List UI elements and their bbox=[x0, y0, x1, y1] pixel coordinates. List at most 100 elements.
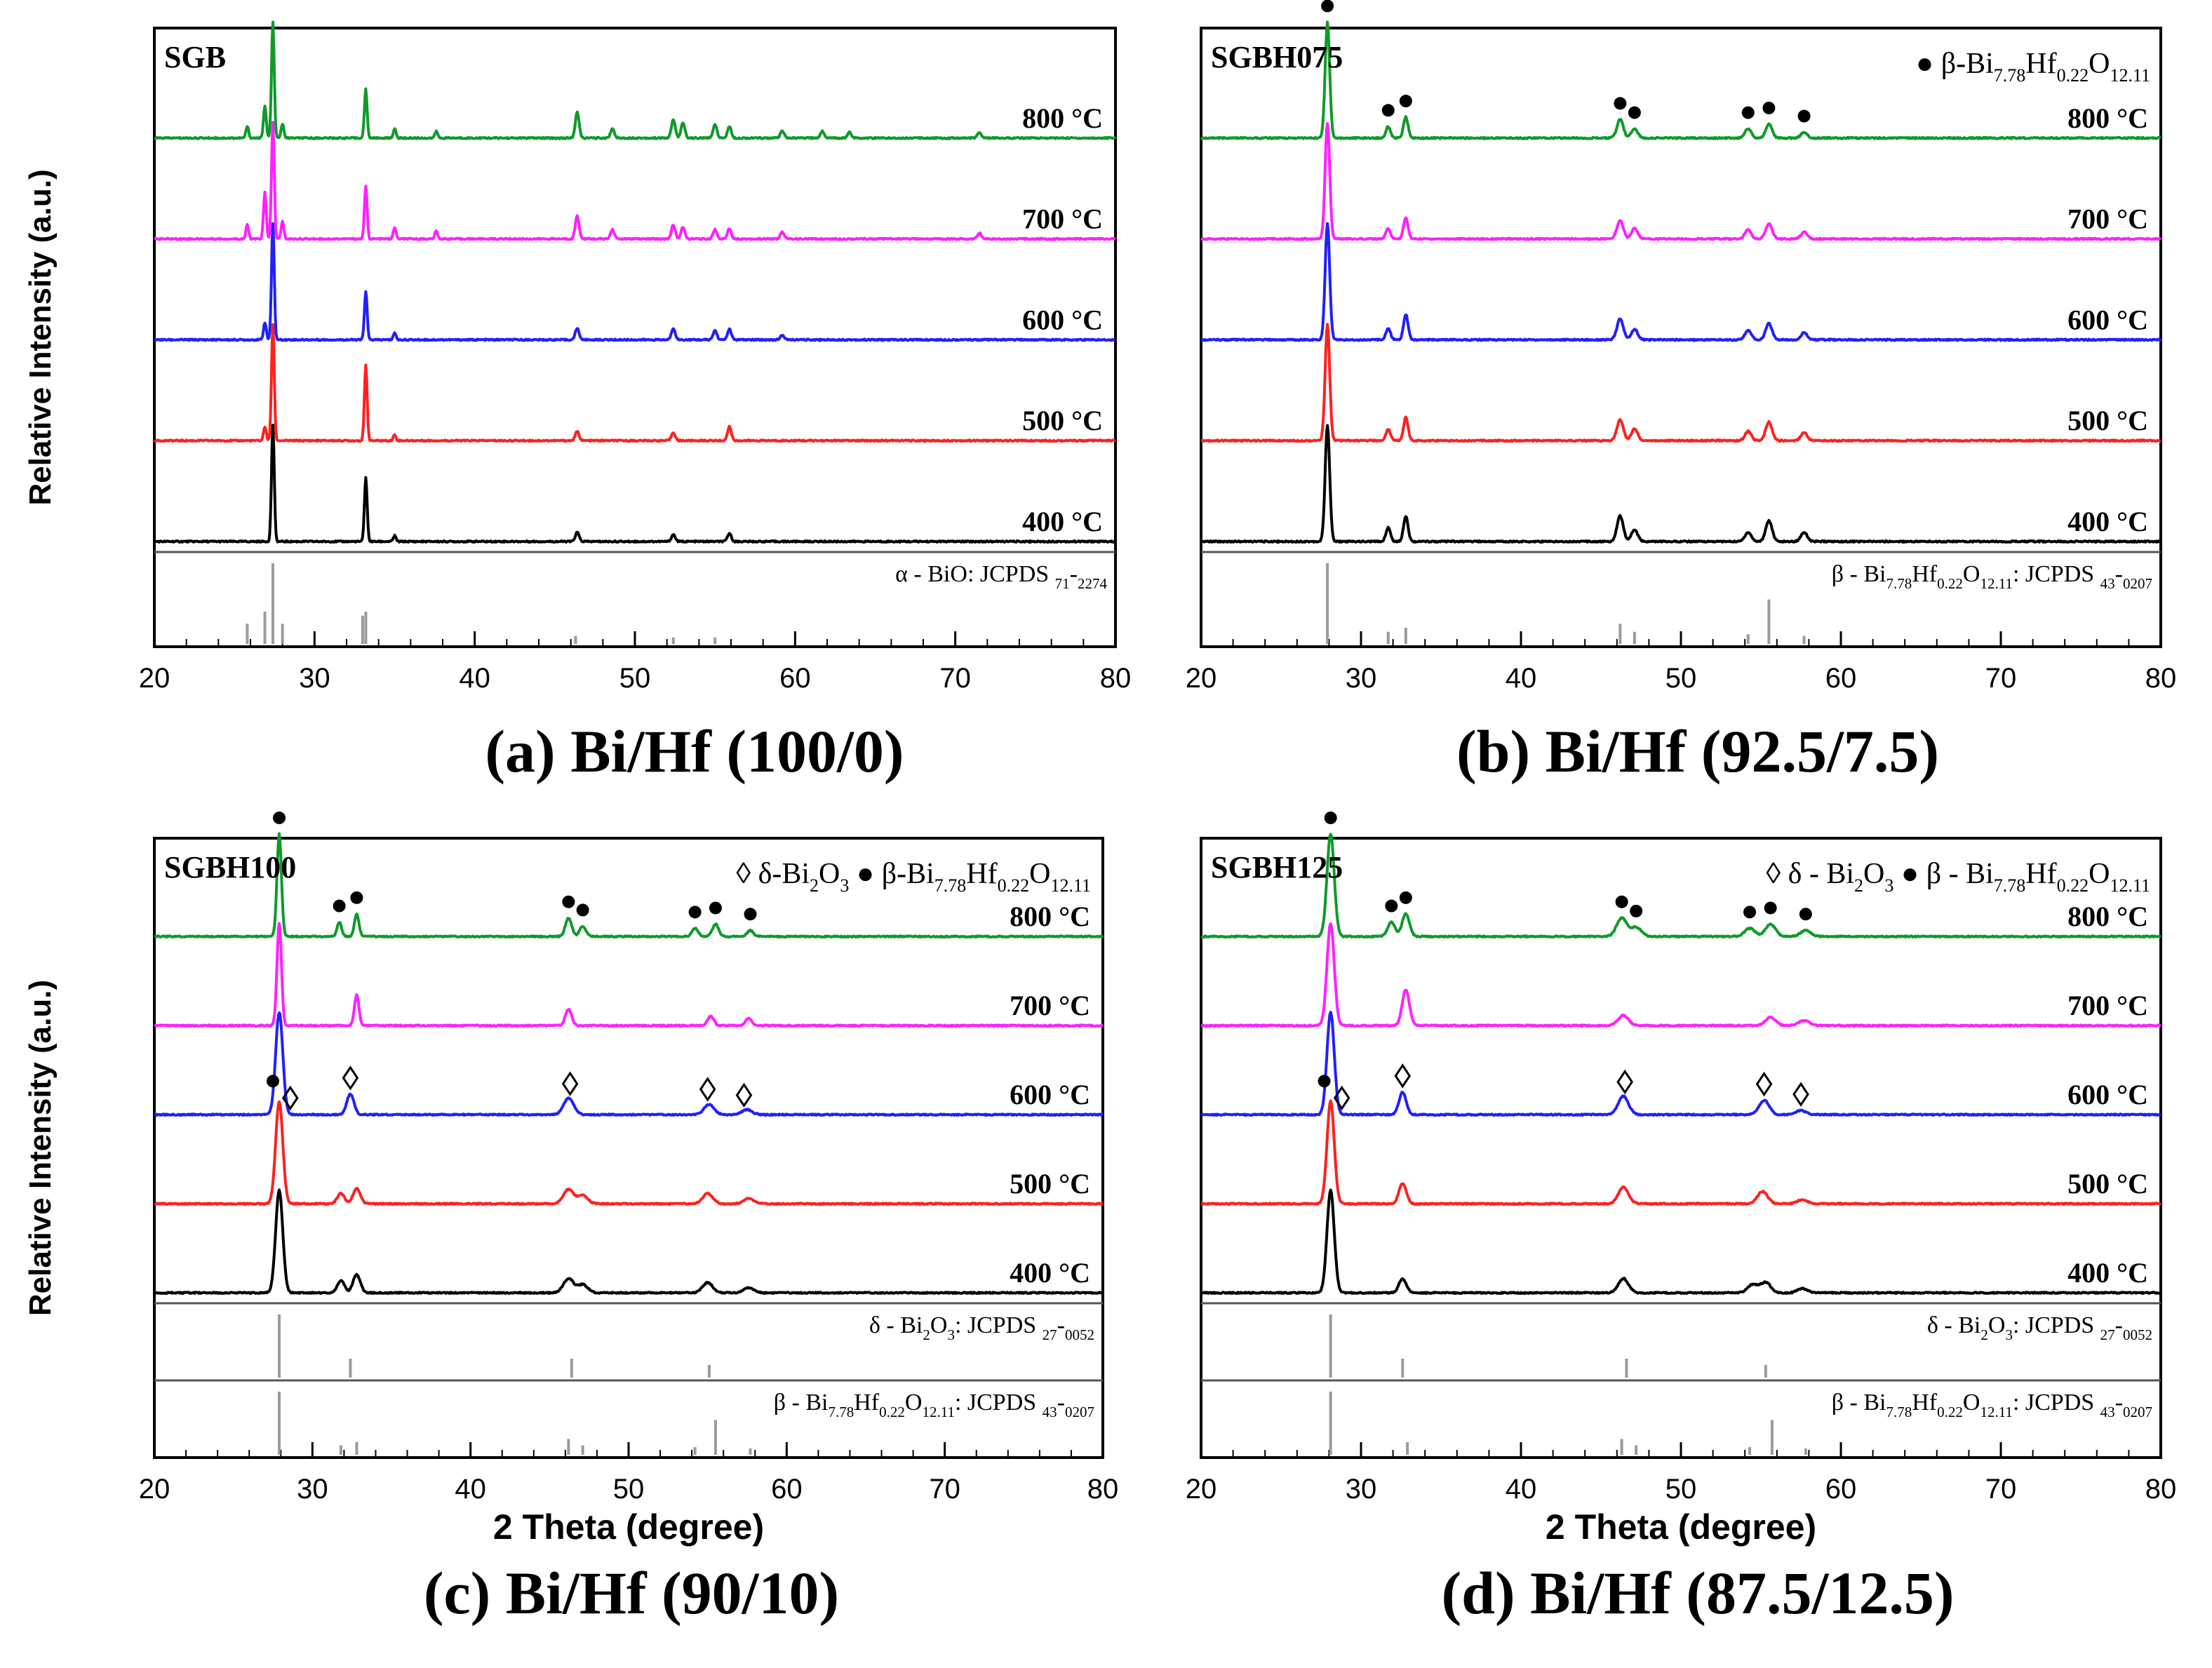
y-axis-label: Relative Intensity (a.u.) bbox=[23, 980, 58, 1316]
panel-caption: (b) Bi/Hf (92.5/7.5) bbox=[1456, 718, 1939, 785]
panel-a: 20 30 40 50 60 70 80 400 °C 500 °C 600 °C 700 °C 80… bbox=[23, 20, 1132, 785]
reference-label: β - Bi7.78Hf0.22O12.11: JCPDS 43-0207 bbox=[1832, 561, 2152, 592]
temperature-label: 600 °C bbox=[1010, 1079, 1090, 1110]
beta-phase-marker bbox=[333, 899, 346, 913]
xrd-trace-800C bbox=[154, 20, 1117, 140]
reference-label: δ - Bi2O3: JCPDS 27-0052 bbox=[869, 1312, 1094, 1343]
x-tick-label: 40 bbox=[1506, 663, 1537, 694]
x-tick-label: 60 bbox=[1825, 663, 1857, 694]
xrd-trace-500C bbox=[1200, 323, 2161, 443]
panel-caption: (c) Bi/Hf (90/10) bbox=[424, 1559, 839, 1627]
beta-phase-marker bbox=[688, 906, 702, 919]
xrd-trace-700C bbox=[154, 121, 1117, 241]
xrd-trace-400C bbox=[1200, 1188, 2161, 1295]
x-tick-label: 30 bbox=[1346, 663, 1377, 694]
sample-name: SGB bbox=[164, 40, 226, 74]
xrd-trace-700C bbox=[1200, 922, 2161, 1028]
plot-frame bbox=[1200, 27, 2162, 648]
beta-phase-marker bbox=[1399, 95, 1412, 108]
temperature-label: 400 °C bbox=[2067, 506, 2148, 537]
temperature-label: 800 °C bbox=[1022, 102, 1103, 134]
beta-phase-marker bbox=[1741, 106, 1755, 119]
x-tick-label: 50 bbox=[613, 1474, 645, 1505]
plot-frame bbox=[1200, 837, 2162, 1459]
beta-phase-marker bbox=[1615, 895, 1628, 908]
x-tick-label: 40 bbox=[455, 1474, 486, 1505]
x-tick-label: 80 bbox=[2145, 663, 2177, 694]
xrd-trace-800C bbox=[1200, 833, 2161, 939]
phase-legend: ● β-Bi7.78Hf0.22O12.11 bbox=[1916, 48, 2150, 86]
beta-phase-marker bbox=[1628, 106, 1641, 119]
temperature-label: 600 °C bbox=[1022, 304, 1103, 335]
delta-phase-marker bbox=[281, 1085, 299, 1111]
x-tick-label: 20 bbox=[1186, 1474, 1217, 1505]
xrd-trace-600C bbox=[1200, 222, 2162, 342]
beta-phase-marker bbox=[273, 811, 286, 824]
reference-label: δ - Bi2O3: JCPDS 27-0052 bbox=[1927, 1312, 2152, 1343]
delta-phase-marker bbox=[1616, 1069, 1634, 1095]
delta-phase-marker bbox=[699, 1077, 716, 1102]
beta-phase-marker bbox=[1381, 104, 1395, 117]
beta-phase-marker bbox=[576, 903, 589, 917]
x-tick-label: 50 bbox=[1665, 1474, 1697, 1505]
panel-caption: (a) Bi/Hf (100/0) bbox=[485, 718, 904, 785]
phase-legend: ◊ δ-Bi2O3 ● β-Bi7.78Hf0.22O12.11 bbox=[736, 858, 1091, 896]
beta-phase-marker bbox=[1318, 1075, 1331, 1088]
x-tick-label: 80 bbox=[2145, 1474, 2177, 1505]
y-axis-label: Relative Intensity (a.u.) bbox=[23, 169, 58, 505]
beta-phase-marker bbox=[1799, 908, 1812, 921]
temperature-label: 400 °C bbox=[2067, 1257, 2148, 1289]
x-tick-label: 60 bbox=[779, 663, 811, 694]
x-tick-label: 70 bbox=[1985, 663, 2017, 694]
x-tick-label: 70 bbox=[1985, 1474, 2017, 1505]
x-tick-label: 40 bbox=[1506, 1474, 1537, 1505]
x-tick-label: 20 bbox=[1186, 663, 1217, 694]
x-tick-label: 50 bbox=[1665, 663, 1697, 694]
beta-phase-marker bbox=[1630, 904, 1643, 917]
x-tick-label: 20 bbox=[139, 1474, 170, 1505]
xrd-trace-500C bbox=[154, 1100, 1104, 1206]
x-tick-label: 50 bbox=[619, 663, 651, 694]
beta-phase-marker bbox=[1614, 97, 1627, 110]
plot-frame bbox=[153, 837, 1104, 1459]
xrd-trace-800C bbox=[154, 832, 1104, 939]
x-tick-label: 60 bbox=[1825, 1474, 1857, 1505]
panel-b: 20 30 40 50 60 70 80 400 °C 500 °C 600 °C 700 °C 80… bbox=[1186, 0, 2177, 785]
beta-phase-marker bbox=[1762, 101, 1776, 114]
delta-phase-marker bbox=[1394, 1063, 1412, 1089]
xrd-trace-500C bbox=[1200, 1099, 2162, 1206]
x-tick-label: 60 bbox=[771, 1474, 803, 1505]
beta-phase-marker bbox=[267, 1075, 279, 1088]
delta-phase-marker bbox=[1792, 1082, 1809, 1107]
delta-phase-marker bbox=[735, 1082, 753, 1108]
temperature-label: 700 °C bbox=[1010, 990, 1090, 1021]
x-tick-label: 80 bbox=[1100, 663, 1132, 694]
temperature-label: 500 °C bbox=[1022, 405, 1103, 436]
xrd-trace-600C bbox=[154, 1011, 1104, 1117]
xrd-trace-600C bbox=[1200, 1011, 2161, 1117]
delta-phase-marker bbox=[1755, 1071, 1773, 1097]
reference-label: β - Bi7.78Hf0.22O12.11: JCPDS 43-0207 bbox=[774, 1390, 1094, 1420]
xrd-trace-600C bbox=[154, 222, 1116, 342]
x-tick-label: 70 bbox=[929, 1474, 960, 1505]
xrd-trace-700C bbox=[154, 922, 1104, 1028]
xrd-trace-500C bbox=[153, 323, 1117, 443]
beta-phase-marker bbox=[1399, 891, 1412, 904]
plot-frame bbox=[153, 27, 1117, 648]
xrd-trace-400C bbox=[153, 424, 1116, 544]
temperature-label: 500 °C bbox=[2067, 1168, 2148, 1199]
temperature-label: 600 °C bbox=[2067, 1079, 2148, 1110]
x-tick-label: 80 bbox=[1087, 1474, 1119, 1505]
sample-name: SGBH100 bbox=[164, 850, 296, 885]
xrd-trace-700C bbox=[1200, 122, 2162, 241]
temperature-label: 700 °C bbox=[2067, 203, 2148, 235]
xrd-trace-400C bbox=[154, 1188, 1104, 1295]
beta-phase-marker bbox=[744, 908, 757, 921]
panel-d: 20 30 40 50 60 70 80 400 °C 500 °C 600 °C 700 °C 80… bbox=[1186, 811, 2177, 1627]
beta-phase-marker bbox=[1321, 0, 1334, 13]
delta-phase-marker bbox=[342, 1065, 359, 1091]
temperature-label: 500 °C bbox=[1010, 1168, 1090, 1199]
temperature-label: 800 °C bbox=[2067, 901, 2148, 932]
x-tick-label: 30 bbox=[297, 1474, 328, 1505]
